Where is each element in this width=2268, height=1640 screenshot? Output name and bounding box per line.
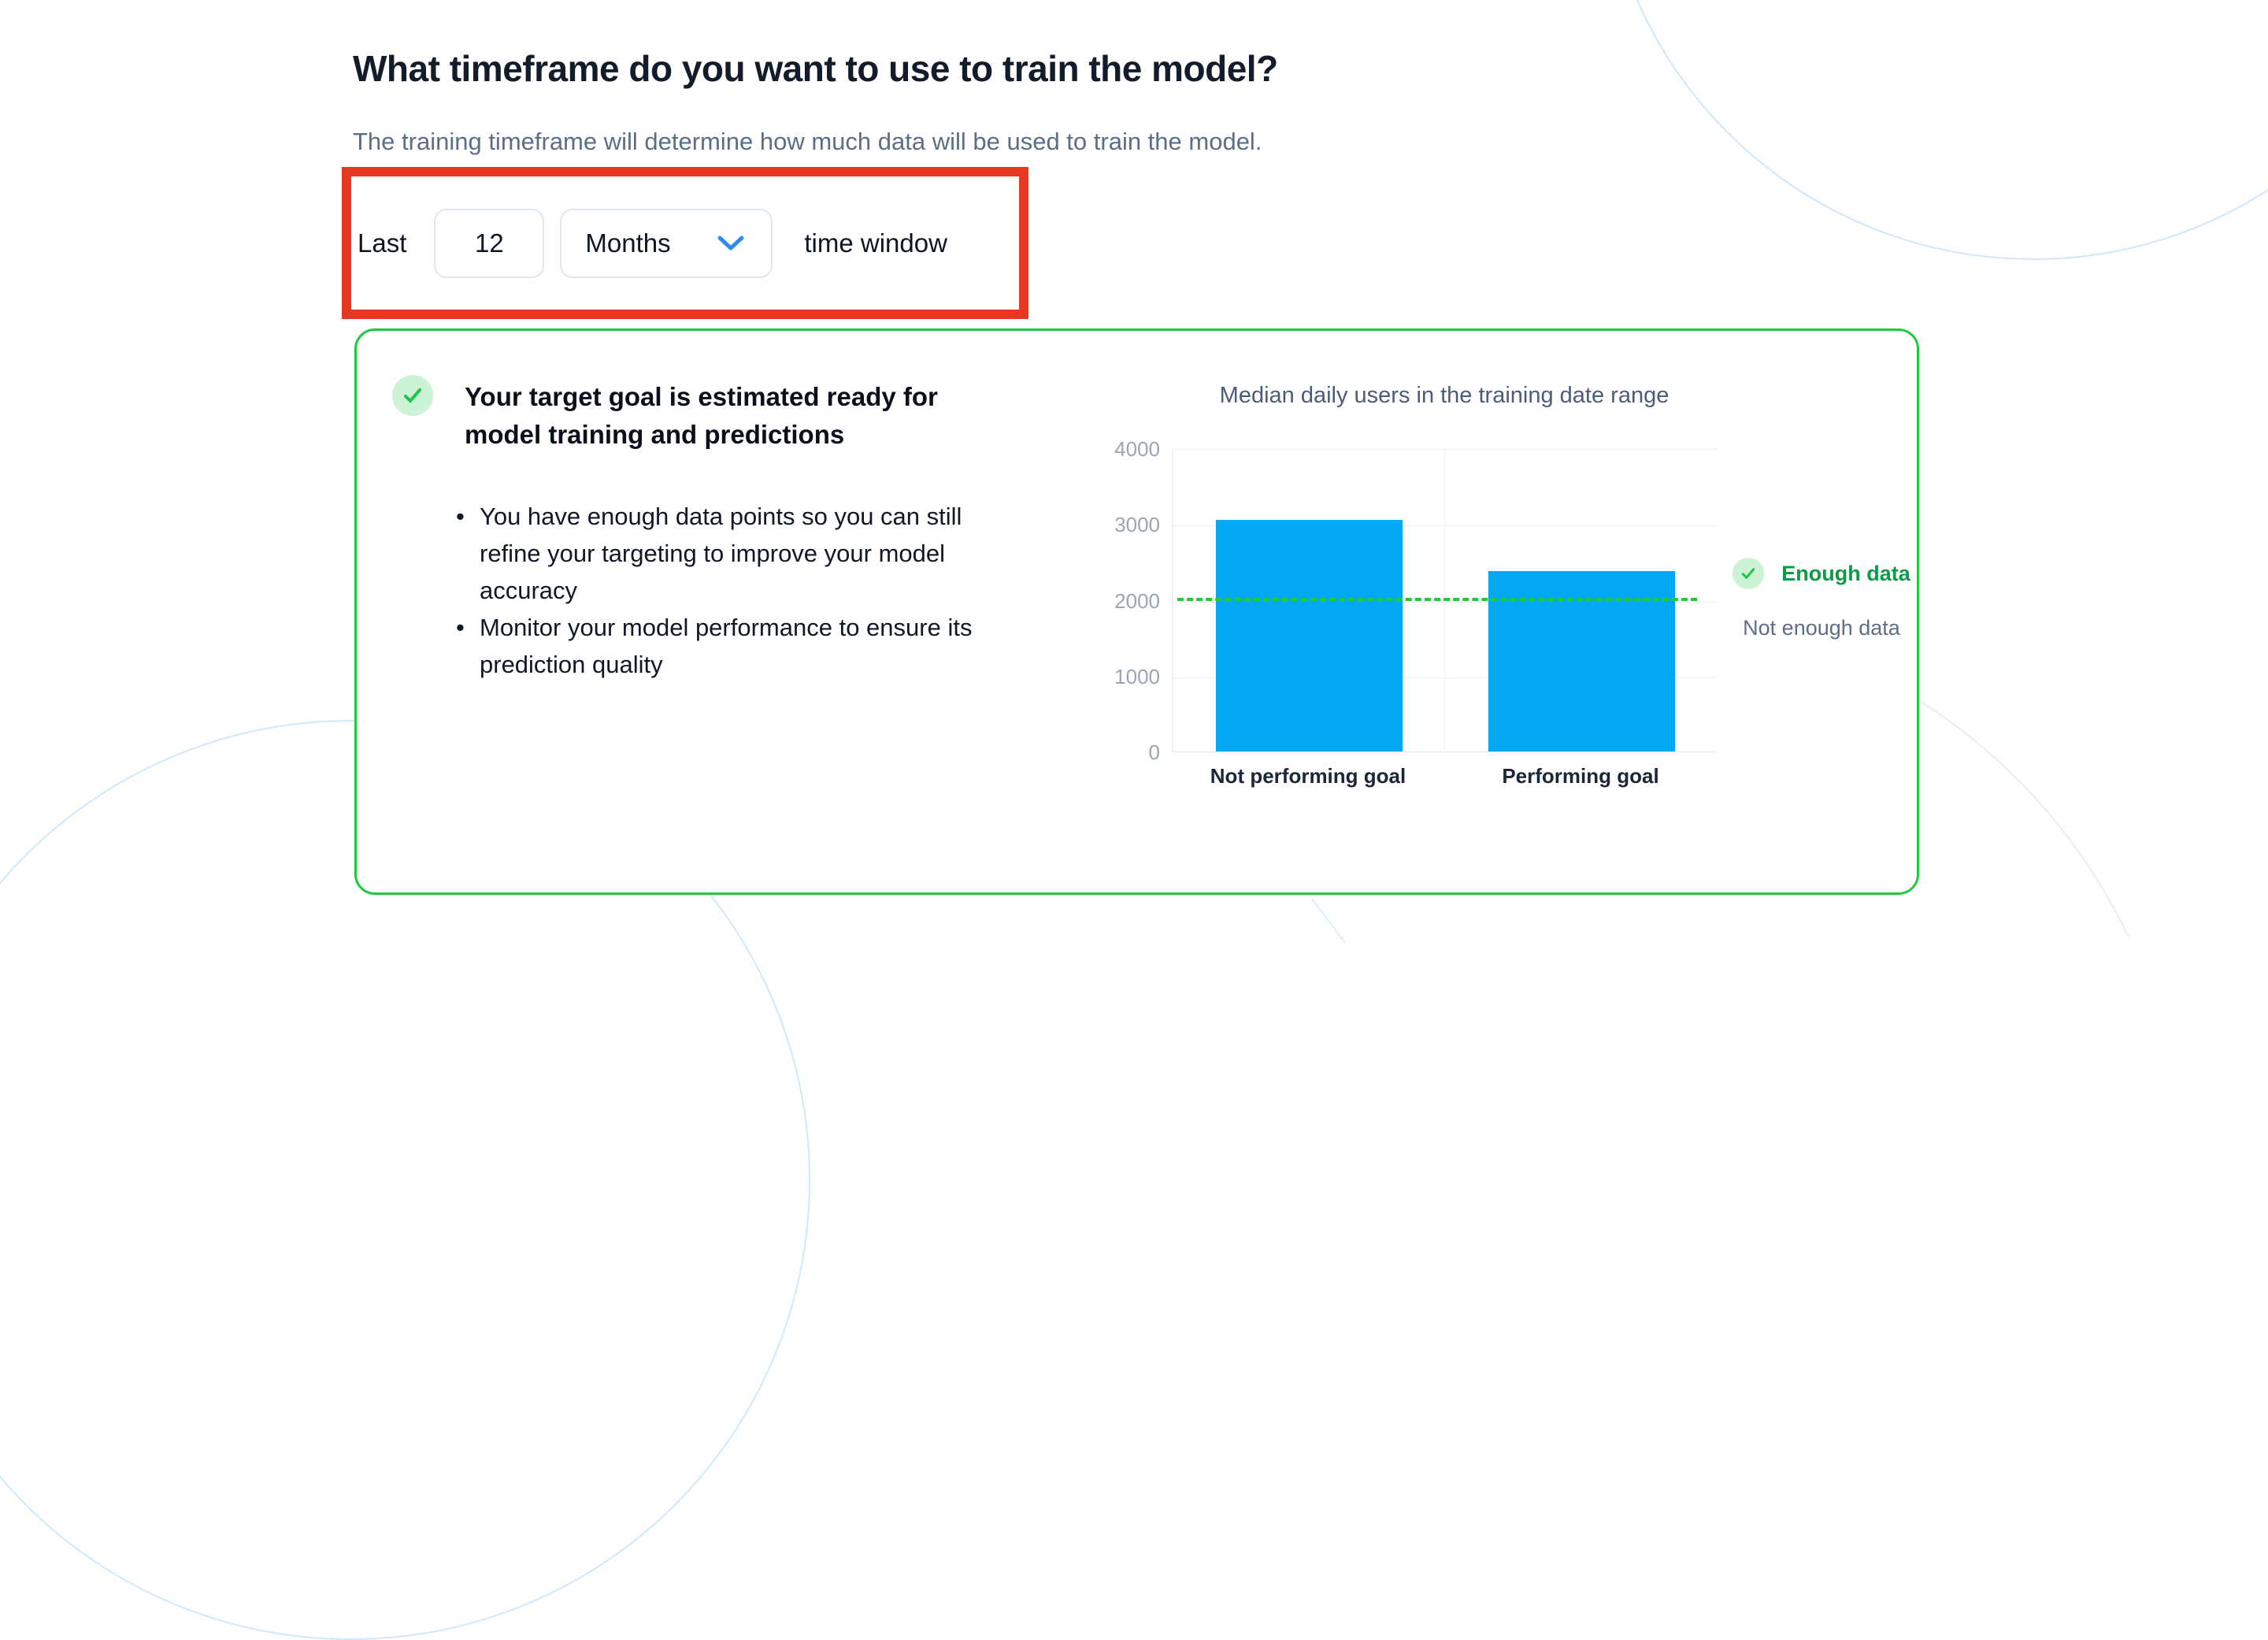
chart-legend: Enough data Not enough data [1721, 558, 1922, 640]
decorative-arc-bottom-center [1311, 898, 1346, 944]
check-circle-icon [392, 375, 433, 416]
timeframe-prefix-label: Last [358, 228, 407, 258]
page-subtitle: The training timeframe will determine ho… [353, 128, 1262, 155]
readiness-headline: Your target goal is estimated ready for … [465, 382, 938, 449]
threshold-dashed-line [1177, 597, 1697, 601]
legend-item-not-enough-data: Not enough data [1743, 616, 1900, 640]
readiness-card: Your target goal is estimated ready for … [354, 328, 1919, 895]
readiness-bullets: You have enough data points so you can s… [453, 498, 976, 683]
decorative-circle-top-right [1600, 0, 2268, 260]
checkmark-glyph [1742, 568, 1755, 579]
readiness-bullet: Monitor your model performance to ensure… [453, 609, 976, 683]
legend-label-enough-data: Enough data [1781, 561, 1910, 585]
timeframe-unit-value: Months [585, 228, 671, 258]
bar-not-performing-goal [1215, 520, 1403, 751]
chart-plot [1172, 449, 1717, 752]
y-tick-label: 4000 [1114, 437, 1160, 461]
decorative-circle-right-clip [1922, 328, 2268, 937]
legend-check-circle-icon [1732, 558, 1765, 589]
x-category-label: Not performing goal [1210, 764, 1406, 788]
time-window-label: time window [804, 228, 947, 258]
readiness-bullet: You have enough data points so you can s… [453, 498, 976, 609]
y-tick-label: 2000 [1114, 588, 1160, 613]
bar-performing-goal [1488, 570, 1675, 751]
legend-label-not-enough-data: Not enough data [1743, 616, 1900, 640]
y-tick-label: 0 [1148, 740, 1160, 764]
decorative-circle-right [1922, 611, 2185, 937]
chevron-down-icon [717, 236, 744, 250]
timeframe-unit-select[interactable]: Months [560, 208, 773, 278]
timeframe-value-input[interactable] [434, 208, 545, 278]
y-tick-label: 1000 [1114, 664, 1160, 688]
y-tick-label: 3000 [1114, 513, 1160, 537]
legend-item-enough-data: Enough data [1732, 558, 1910, 589]
timeframe-highlight-box: Last Months time window [342, 167, 1028, 319]
chart-title: Median daily users in the training date … [1219, 383, 1670, 408]
checkmark-glyph [404, 388, 421, 403]
x-category-label: Performing goal [1502, 764, 1659, 788]
page-title: What timeframe do you want to use to tra… [353, 48, 1278, 89]
